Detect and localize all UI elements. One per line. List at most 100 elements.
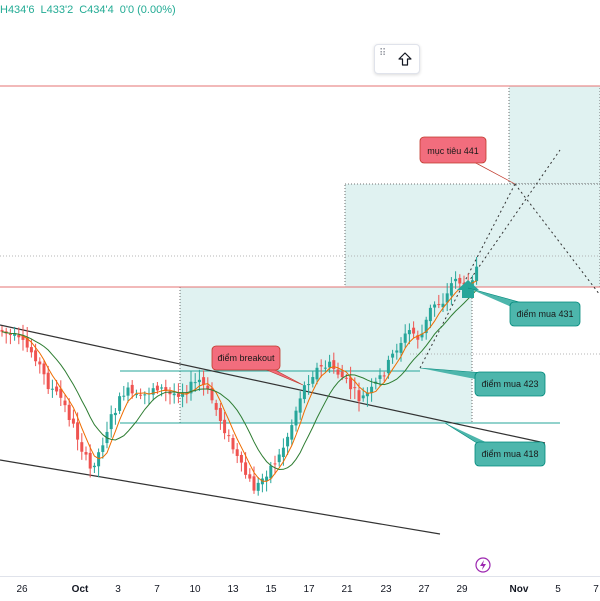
candle-body	[80, 442, 84, 452]
ohlc-readout: H434'6 L433'2 C434'4 0'0 (0.00%)	[0, 4, 182, 16]
xtick: 17	[303, 584, 315, 595]
candle-body	[113, 412, 117, 416]
xtick: 7	[593, 584, 599, 595]
candle-body	[151, 388, 155, 395]
candle-body	[277, 454, 281, 463]
candle-body	[227, 435, 231, 437]
candle-body	[365, 392, 369, 397]
candle-body	[323, 367, 327, 369]
candle-body	[126, 387, 130, 396]
candle-body	[218, 407, 222, 421]
candle-body	[139, 394, 143, 396]
xtick: 23	[380, 584, 392, 595]
candle-body	[59, 388, 63, 398]
callout-target-text: mục tiêu 441	[427, 146, 479, 156]
xtick: 13	[227, 584, 239, 595]
candle-body	[449, 283, 453, 296]
candle-body	[386, 359, 390, 374]
candle-body	[353, 387, 357, 389]
candle-body	[21, 335, 25, 340]
candle-body	[214, 403, 218, 410]
ohlc-change: 0'0 (0.00%)	[119, 4, 176, 16]
candle-body	[88, 452, 92, 469]
candle-body	[332, 360, 336, 370]
candle-body	[470, 280, 474, 288]
callout-buy-418[interactable]: điểm mua 418	[474, 441, 546, 467]
callout-target-441[interactable]: mục tiêu 441	[419, 136, 487, 164]
candle-body	[248, 474, 252, 479]
xtick: 10	[189, 584, 201, 595]
candle-body	[344, 377, 348, 379]
candle-body	[294, 410, 298, 426]
candle-body	[202, 377, 206, 385]
candle-body	[340, 371, 344, 378]
zone-target-upper	[508, 85, 600, 185]
zone-target-middle	[344, 183, 600, 288]
candle-body	[0, 329, 4, 332]
candle-body	[97, 452, 101, 467]
floating-drawing-toolbar[interactable]: ⠿	[374, 44, 420, 74]
candle-body	[160, 387, 164, 389]
candle-body	[399, 342, 403, 353]
time-axis[interactable]: 26 Oct 3 7 10 13 15 17 21 23 27 29 Nov 5…	[0, 576, 600, 601]
candle-body	[206, 385, 210, 390]
candle-body	[239, 454, 243, 463]
candle-body	[176, 393, 180, 397]
candle-body	[290, 425, 294, 440]
candle-body	[181, 392, 185, 397]
candle-body	[134, 393, 138, 396]
callout-buy-423-text: điểm mua 423	[481, 379, 538, 389]
moving-averages	[1, 280, 477, 482]
callout-buy-418-text: điểm mua 418	[481, 449, 538, 459]
trendline-upper[interactable]	[0, 324, 546, 444]
arrow-up-button[interactable]	[395, 49, 415, 69]
candle-body	[416, 335, 420, 340]
drag-handle-icon[interactable]: ⠿	[379, 48, 386, 59]
callout-breakout[interactable]: điểm breakout	[211, 345, 281, 371]
candle-body	[189, 381, 193, 394]
callout-buy-423[interactable]: điểm mua 423	[474, 371, 546, 397]
candle-body	[38, 361, 42, 365]
candle-body	[328, 361, 332, 368]
ohlc-low: L433'2	[40, 4, 74, 16]
ohlc-close: C434'4	[79, 4, 114, 16]
candle-body	[462, 282, 466, 285]
candle-body	[349, 377, 353, 390]
candle-body	[281, 447, 285, 458]
chart-canvas[interactable]: mục tiêu 441 điểm breakout điểm mua 431 …	[0, 0, 600, 576]
candle-body	[210, 387, 214, 401]
candle-body	[403, 333, 407, 343]
candle-body	[378, 375, 382, 379]
candle-body	[445, 293, 449, 303]
xtick: 5	[555, 584, 561, 595]
xtick: 21	[341, 584, 353, 595]
lightning-icon[interactable]	[475, 557, 491, 573]
candle-body	[168, 391, 172, 395]
candle-body	[437, 304, 441, 306]
candle-body	[407, 330, 411, 335]
xtick: 27	[418, 584, 430, 595]
candle-body	[475, 266, 479, 282]
candle-body	[424, 319, 428, 334]
candle-body	[252, 476, 256, 491]
candle-body	[302, 385, 306, 400]
candle-body	[92, 465, 96, 468]
candle-body	[101, 445, 105, 452]
xtick: 7	[154, 584, 160, 595]
candle-body	[46, 372, 50, 390]
candle-body	[55, 386, 59, 392]
callout-pointer-target	[469, 159, 516, 185]
candle-body	[197, 379, 201, 383]
candle-body	[172, 393, 176, 396]
candle-body	[50, 388, 54, 390]
candle-body	[269, 465, 273, 479]
candle-body	[336, 369, 340, 375]
candle-body	[395, 350, 399, 353]
candle-body	[319, 365, 323, 367]
candle-body	[412, 327, 416, 334]
trendline-lower[interactable]	[0, 459, 441, 535]
callout-buy-431-text: điểm mua 431	[516, 309, 573, 319]
candle-body	[273, 463, 277, 465]
callout-buy-431[interactable]: điểm mua 431	[509, 301, 581, 327]
